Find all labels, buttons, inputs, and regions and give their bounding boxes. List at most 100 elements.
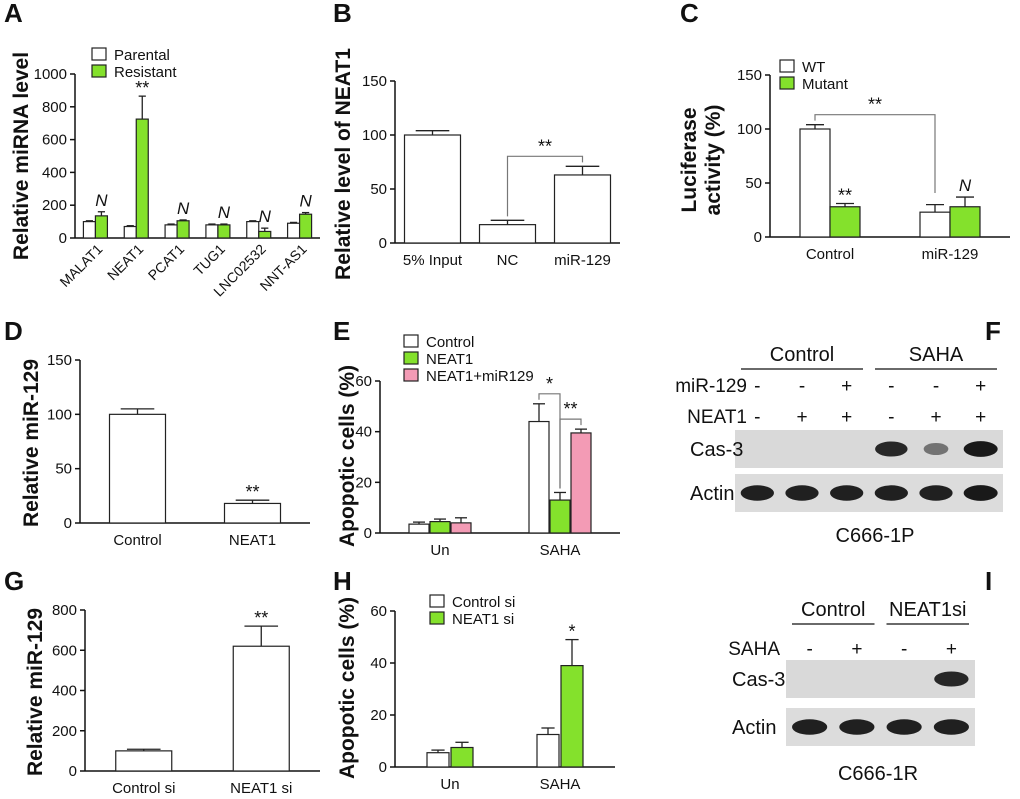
- legend-label: Parental: [114, 47, 170, 64]
- y-tick-label: 150: [362, 73, 387, 90]
- blot-group-label: Control: [801, 599, 865, 621]
- x-tick-label: MALAT1: [56, 241, 105, 290]
- legend-label: NEAT1+miR129: [426, 368, 534, 385]
- significance-mark: *: [568, 622, 575, 642]
- x-tick-label: PCAT1: [145, 241, 188, 284]
- bar-parental: [286, 222, 301, 239]
- blot-group-label: SAHA: [909, 344, 964, 366]
- blot-mark: +: [946, 639, 957, 660]
- legend-swatch: [91, 64, 107, 78]
- bar-parental: [123, 225, 137, 239]
- x-tick-label: TUG1: [190, 241, 228, 279]
- legend-swatch: [779, 59, 795, 73]
- blot-mark: -: [933, 376, 939, 397]
- panel-letter: B: [333, 0, 352, 28]
- bar-neat1: [429, 520, 451, 534]
- bar-wt: [919, 211, 951, 238]
- actin-band: [963, 485, 998, 501]
- blot-row-label: SAHA: [728, 639, 780, 660]
- actin-band: [919, 485, 953, 501]
- y-tick-label: 60: [355, 373, 372, 390]
- legend-swatch: [429, 594, 445, 608]
- y-tick-label: 200: [42, 197, 67, 214]
- x-tick-label: SAHA: [540, 776, 581, 793]
- cas3-band: [875, 441, 908, 457]
- x-tick-label: Un: [430, 542, 449, 559]
- legend-swatch: [429, 611, 445, 625]
- bar-resistant: [298, 213, 313, 239]
- blot-row-label: NEAT1: [687, 407, 747, 428]
- blot-caption: C666-1P: [836, 525, 915, 547]
- blot-mark: +: [851, 639, 862, 660]
- bar-control: [528, 420, 550, 534]
- x-tick-label: miR-129: [554, 252, 611, 269]
- y-tick-label: 400: [42, 164, 67, 181]
- panel-i: I Control NEAT1si SAHA - + - + Cas-3 Actin C666-1R: [728, 566, 992, 785]
- significance-mark: **: [868, 95, 882, 115]
- y-tick-label: 100: [47, 406, 72, 423]
- blot-mark: -: [754, 376, 760, 397]
- comparison-bracket: [506, 155, 584, 217]
- blot-mark: -: [901, 639, 907, 660]
- panel-letter: G: [4, 566, 24, 596]
- actin-band: [886, 719, 922, 735]
- y-axis-label: Apopotic cells (%): [336, 365, 359, 547]
- comparison-bracket: [814, 114, 936, 194]
- bar-value: [553, 174, 612, 244]
- panel-letter: D: [4, 316, 23, 346]
- y-tick-label: 50: [370, 181, 387, 198]
- bar-control-si: [426, 752, 450, 768]
- bar-value: [223, 502, 282, 524]
- significance-mark: **: [838, 186, 852, 206]
- y-axis-label: Relative miRNA level: [10, 52, 33, 260]
- x-tick-label: Control si: [112, 780, 175, 797]
- legend-label: WT: [802, 59, 825, 76]
- y-tick-label: 50: [55, 461, 72, 478]
- panel-letter: H: [333, 566, 352, 596]
- blot-mark: +: [975, 376, 986, 397]
- bar-resistant: [217, 224, 231, 239]
- x-tick-label: SAHA: [540, 542, 581, 559]
- bar-value: [403, 134, 462, 244]
- y-tick-label: 600: [42, 132, 67, 149]
- blot-group-label: Control: [770, 344, 834, 366]
- panel-letter: I: [985, 566, 992, 596]
- blot-mark: +: [796, 407, 807, 428]
- blot-mark: -: [888, 376, 894, 397]
- cas3-membrane: [735, 430, 1003, 468]
- blot-mark: -: [806, 639, 812, 660]
- significance-mark: *: [546, 374, 553, 394]
- bar-parental: [205, 224, 219, 239]
- x-tick-label: Control: [806, 246, 854, 263]
- y-axis-label: Relative level of NEAT1: [332, 48, 355, 280]
- y-tick-label: 600: [52, 642, 77, 659]
- cas3-band: [923, 442, 949, 456]
- significance-mark: N: [299, 192, 312, 211]
- y-tick-label: 40: [355, 424, 372, 441]
- panel-c: C 0 50 100 150 Luciferase activity (%) Control m…: [678, 0, 1010, 263]
- bar-neat1-mir129: [570, 432, 592, 534]
- blot-band-label: Cas-3: [732, 669, 785, 691]
- significance-mark: N: [959, 176, 972, 195]
- legend-swatch: [779, 76, 795, 90]
- x-tick-label: NEAT1: [104, 241, 147, 284]
- blot-mark: +: [975, 407, 986, 428]
- y-tick-label: 0: [754, 229, 762, 246]
- panel-letter: A: [4, 0, 23, 28]
- blot-band-label: Actin: [690, 483, 734, 505]
- significance-mark: N: [95, 191, 108, 210]
- bar-parental: [246, 221, 260, 239]
- legend-swatch: [403, 334, 419, 348]
- bar-mutant: [949, 206, 981, 238]
- blot-mark: -: [888, 407, 894, 428]
- bar-parental: [164, 224, 178, 239]
- blot-mark: -: [799, 376, 805, 397]
- bar-resistant: [176, 220, 190, 239]
- y-tick-label: 800: [52, 602, 77, 619]
- y-tick-label: 1000: [34, 66, 67, 83]
- y-tick-label: 50: [745, 175, 762, 192]
- bar-neat1-si: [560, 664, 584, 768]
